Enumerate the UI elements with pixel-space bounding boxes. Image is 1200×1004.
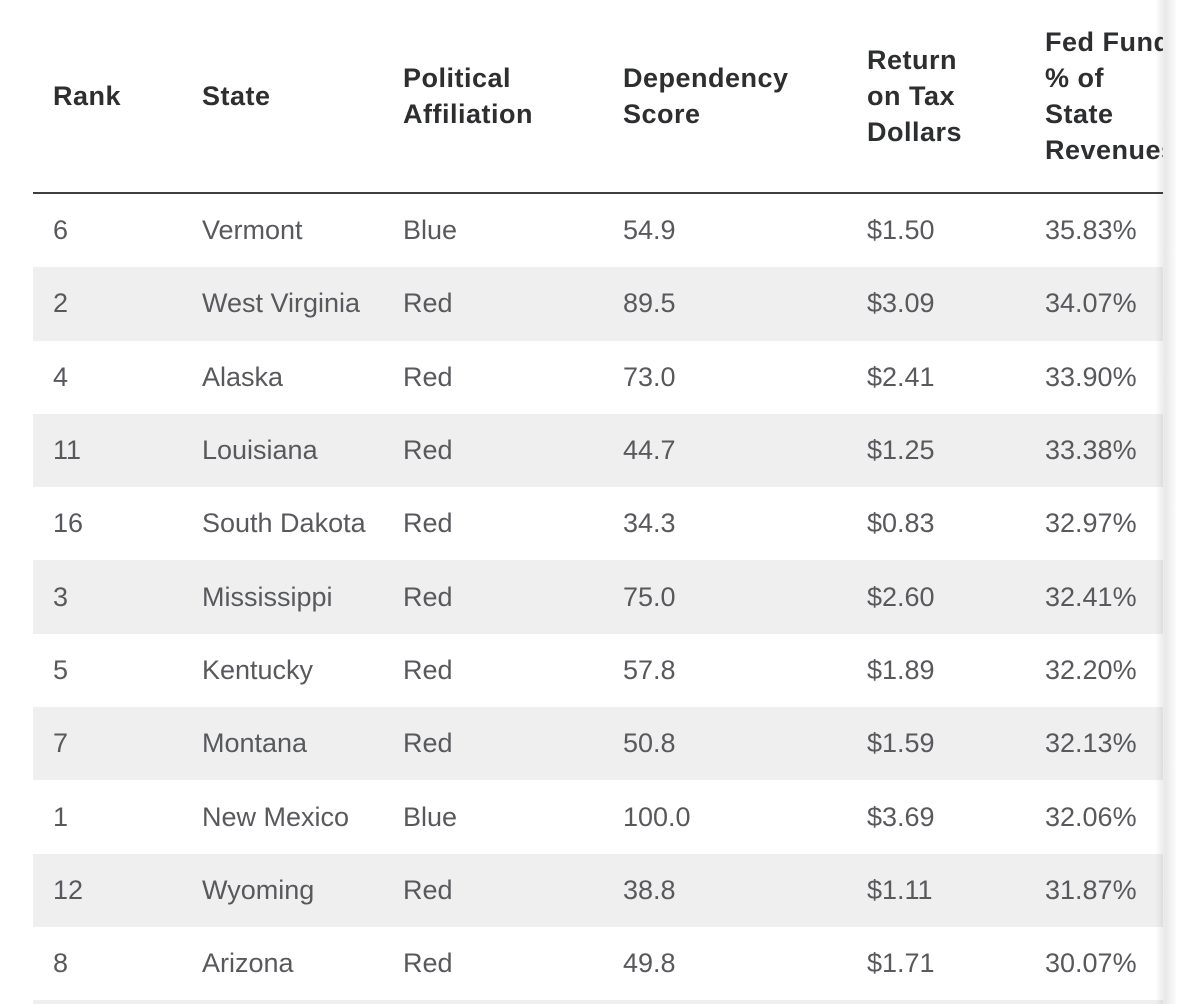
cell-rank: 1 [53,801,69,832]
cell-political-affiliation: Red [403,508,453,539]
table-row: 16 South Dakota Red 34.3 $0.83 32.97% [33,487,1163,560]
cell-political-affiliation: Red [403,288,453,319]
cell-political-affiliation: Red [403,581,453,612]
cell-dependency-score: 54.9 [623,215,676,246]
cell-state: South Dakota [202,508,366,539]
cell-political-affiliation: Red [403,728,453,759]
cell-fed-fund-pct [1030,1000,1163,1004]
cell-rank: 7 [53,728,69,759]
cell-fed-fund-pct: 34.07% [1045,288,1137,319]
cell-fed-fund-pct: 32.97% [1045,508,1137,539]
cell-return-on-tax-dollars: $1.25 [867,435,935,466]
table-row: 8 Arizona Red 49.8 $1.71 30.07% [33,927,1163,1000]
table-row-partial [33,1000,1163,1004]
cell-fed-fund-pct: 32.41% [1045,581,1137,612]
cell-return-on-tax-dollars [855,1000,1030,1004]
cell-state: Wyoming [202,874,315,905]
table-row: 7 Montana Red 50.8 $1.59 32.13% [33,707,1163,781]
cell-state: Vermont [202,215,303,246]
column-header-dependency-score: Dependency Score [623,63,789,129]
cell-state: Montana [202,728,308,759]
cell-rank: 2 [53,288,69,319]
cell-fed-fund-pct: 32.13% [1045,728,1137,759]
cell-state [195,1000,390,1004]
cell-state: Kentucky [202,654,314,685]
cell-return-on-tax-dollars: $1.59 [867,728,935,759]
cell-fed-fund-pct: 31.87% [1045,874,1137,905]
table-header-row: Rank State Political Affiliation Depende… [33,0,1163,194]
cell-dependency-score: 50.8 [623,728,676,759]
cell-dependency-score: 73.0 [623,361,676,392]
cell-state: Mississippi [202,581,333,612]
cell-return-on-tax-dollars: $1.50 [867,215,935,246]
cell-rank: 12 [53,874,84,905]
cell-political-affiliation: Red [403,435,453,466]
cell-political-affiliation [390,1000,610,1004]
cell-state: Alaska [202,361,284,392]
cell-political-affiliation: Red [403,874,453,905]
cell-rank: 4 [53,361,69,392]
cell-dependency-score [610,1000,855,1004]
column-header-return-on-tax-dollars: Return on Tax Dollars [867,45,963,147]
cell-political-affiliation: Red [403,361,453,392]
cell-dependency-score: 49.8 [623,948,676,979]
cell-fed-fund-pct: 33.90% [1045,361,1137,392]
cell-fed-fund-pct: 33.38% [1045,435,1137,466]
cell-dependency-score: 57.8 [623,654,676,685]
cell-return-on-tax-dollars: $1.11 [867,874,933,905]
cell-fed-fund-pct: 30.07% [1045,948,1137,979]
cell-fed-fund-pct: 35.83% [1045,215,1137,246]
cell-return-on-tax-dollars: $1.71 [867,948,935,979]
cell-state: West Virginia [202,288,361,319]
table-row: 1 New Mexico Blue 100.0 $3.69 32.06% [33,780,1163,853]
table-row: 4 Alaska Red 73.0 $2.41 33.90% [33,341,1163,414]
cell-return-on-tax-dollars: $2.41 [867,361,935,392]
cell-return-on-tax-dollars: $1.89 [867,654,935,685]
table-row: 12 Wyoming Red 38.8 $1.11 31.87% [33,853,1163,927]
column-header-rank: Rank [53,81,122,111]
table-row: 5 Kentucky Red 57.8 $1.89 32.20% [33,634,1163,707]
column-header-political-affiliation: Political Affiliation [403,63,533,129]
cell-dependency-score: 100.0 [623,801,691,832]
cell-rank: 11 [53,435,82,466]
column-header-fed-fund-pct: Fed Fund % of State Revenues [1045,27,1163,165]
dependency-table[interactable]: Rank State Political Affiliation Depende… [33,0,1163,1004]
cell-rank: 6 [53,215,69,246]
cell-dependency-score: 89.5 [623,288,676,319]
cell-fed-fund-pct: 32.06% [1045,801,1137,832]
cell-return-on-tax-dollars: $3.09 [867,288,935,319]
cell-political-affiliation: Red [403,948,453,979]
table-body: 6 Vermont Blue 54.9 $1.50 35.83% 2 West … [33,194,1163,1004]
cell-state: Arizona [202,948,294,979]
cell-rank: 5 [53,654,69,685]
cell-rank: 16 [53,508,84,539]
table-row: 11 Louisiana Red 44.7 $1.25 33.38% [33,413,1163,488]
table-row: 2 West Virginia Red 89.5 $3.09 34.07% [33,267,1163,341]
cell-state: Louisiana [202,435,318,466]
cell-political-affiliation: Blue [403,215,458,246]
column-header-state: State [202,81,271,111]
cell-return-on-tax-dollars: $2.60 [867,581,935,612]
cell-state: New Mexico [202,801,350,832]
cell-dependency-score: 44.7 [623,435,676,466]
table-row: 3 Mississippi Red 75.0 $2.60 32.41% [33,560,1163,634]
cell-return-on-tax-dollars: $3.69 [867,801,935,832]
cell-rank: 8 [53,948,69,979]
cell-political-affiliation: Blue [403,801,458,832]
cell-rank [33,1000,195,1004]
cell-political-affiliation: Red [403,654,453,685]
cell-dependency-score: 75.0 [623,581,676,612]
cell-return-on-tax-dollars: $0.83 [867,508,935,539]
cell-rank: 3 [53,581,69,612]
cell-fed-fund-pct: 32.20% [1045,654,1137,685]
table-row: 6 Vermont Blue 54.9 $1.50 35.83% [33,194,1163,267]
cell-dependency-score: 38.8 [623,874,676,905]
cell-dependency-score: 34.3 [623,508,676,539]
